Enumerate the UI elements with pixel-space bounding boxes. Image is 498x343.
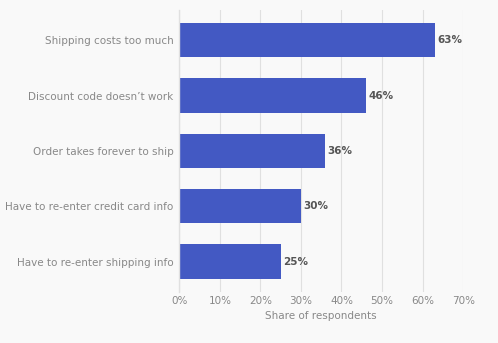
Text: 63%: 63%	[437, 35, 462, 45]
Text: 25%: 25%	[283, 257, 308, 267]
Bar	[179, 245, 281, 279]
Bar	[179, 79, 366, 113]
Bar	[179, 134, 325, 168]
Text: 46%: 46%	[368, 91, 393, 100]
Bar	[179, 23, 435, 57]
Bar	[179, 189, 301, 223]
X-axis label: Share of respondents: Share of respondents	[265, 311, 377, 321]
Text: 30%: 30%	[303, 201, 328, 211]
Text: 36%: 36%	[328, 146, 353, 156]
